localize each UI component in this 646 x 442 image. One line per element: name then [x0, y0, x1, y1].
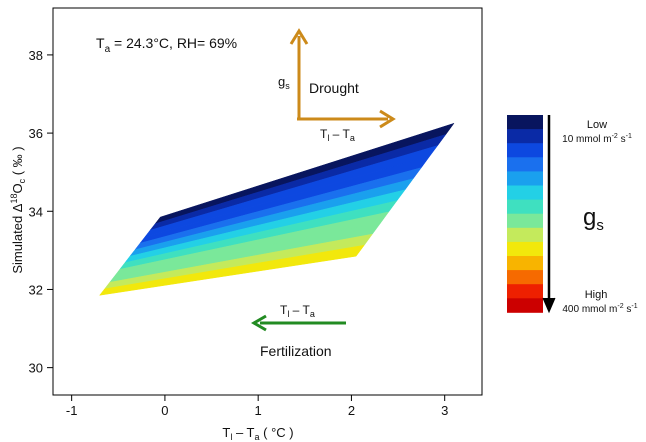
legend-color-cell [507, 213, 543, 229]
x-tick-label: 2 [348, 403, 355, 418]
legend-colorbar [507, 115, 543, 313]
legend-color-cell [507, 298, 543, 313]
y-tick-label: 36 [29, 126, 43, 141]
gs-band [99, 244, 365, 296]
drought-x-label: Tl – Ta [320, 127, 355, 143]
fertilization-label: Fertilization [260, 343, 332, 359]
y-axis-label: Simulated Δ18Oc ( ‰ ) [9, 146, 27, 273]
legend-color-cell [507, 227, 543, 243]
legend-color-cell [507, 199, 543, 215]
legend-color-cell [507, 143, 543, 158]
drought-arrowhead-right [379, 109, 396, 129]
x-tick-label: 3 [441, 403, 448, 418]
fertilization-arrowhead [251, 314, 267, 332]
drought-label: Drought [309, 80, 359, 96]
y-tick-label: 32 [29, 282, 43, 297]
legend-color-cell [507, 256, 543, 271]
legend-color-cell [507, 115, 543, 130]
x-axis-label: Tl – Ta ( °C ) [222, 425, 293, 442]
legend-color-cell [507, 241, 543, 257]
gs-bands [99, 122, 455, 296]
legend-high-value: 400 mmol m-2 s-1 [562, 303, 637, 315]
x-tick-label: 0 [161, 403, 168, 418]
drought-gs-label: gs [278, 74, 290, 91]
drought-annotation: gs Drought Tl – Ta [278, 28, 396, 143]
legend-color-cell [507, 270, 543, 285]
legend-arrowhead [542, 297, 556, 314]
y-tick-label: 30 [29, 361, 43, 376]
plot-frame [52, 7, 483, 396]
legend-low-label: Low [587, 119, 607, 131]
legend-color-cell [507, 284, 543, 299]
legend-color-cell [507, 185, 543, 200]
fertilization-x-label: Tl – Ta [280, 303, 315, 319]
legend-high-label: High [585, 289, 608, 301]
x-tick-label: 1 [255, 403, 262, 418]
y-tick-label: 38 [29, 48, 43, 63]
y-tick-label: 34 [29, 204, 43, 219]
x-tick-label: -1 [66, 403, 78, 418]
chart-title: Ta = 24.3°C, RH= 69% [96, 35, 237, 55]
legend-color-cell [507, 171, 543, 186]
legend-title: gs [583, 204, 604, 234]
gs-legend: Low 10 mmol m-2 s-1 gs High 400 mmol m-2… [507, 115, 638, 315]
legend-color-cell [507, 129, 543, 144]
legend-low-value: 10 mmol m-2 s-1 [562, 133, 632, 145]
axes: -1 0 1 2 3 30 32 34 36 38 [29, 48, 449, 418]
fertilization-annotation: Tl – Ta Fertilization [251, 303, 346, 359]
legend-color-cell [507, 157, 543, 172]
drought-arrowhead-up [289, 28, 309, 45]
